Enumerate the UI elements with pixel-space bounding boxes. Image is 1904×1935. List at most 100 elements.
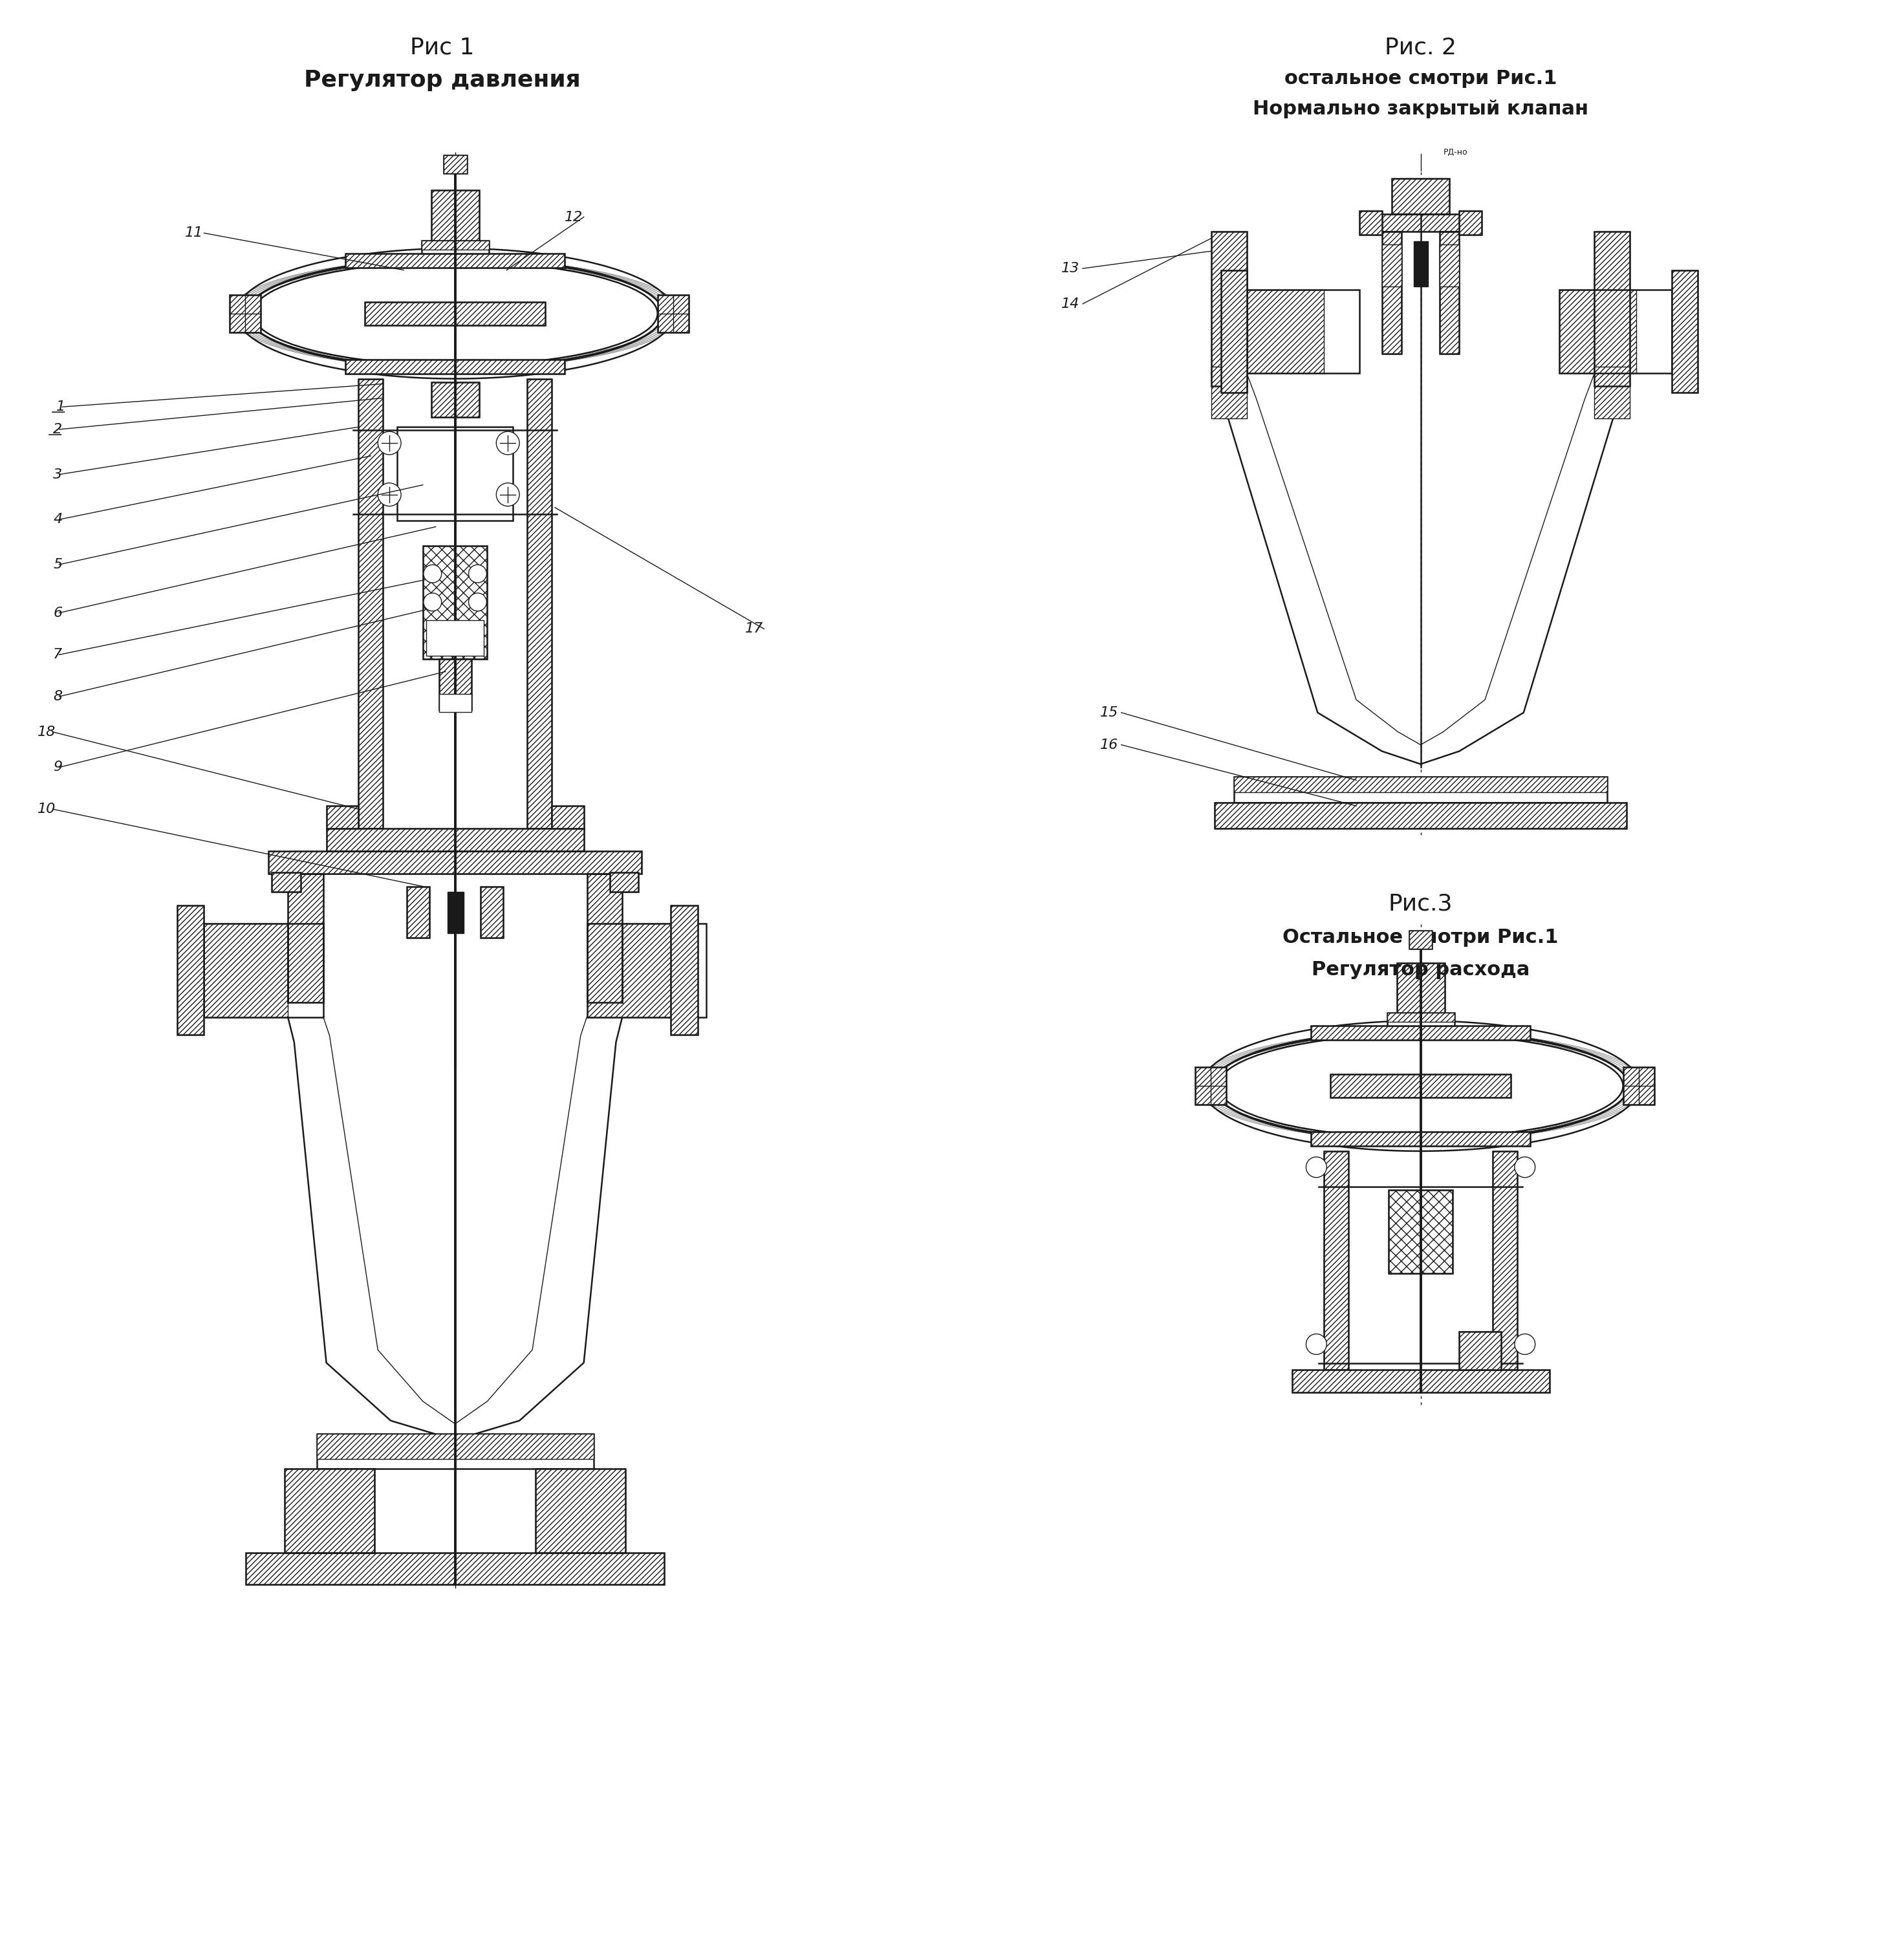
Bar xyxy=(366,302,545,325)
Bar xyxy=(326,807,358,828)
Circle shape xyxy=(423,565,442,582)
Bar xyxy=(1672,271,1696,393)
Bar xyxy=(1220,271,1247,393)
Text: 16: 16 xyxy=(1101,739,1118,751)
Bar xyxy=(1594,232,1630,387)
Bar xyxy=(482,886,503,938)
Bar xyxy=(272,873,301,892)
Bar xyxy=(1458,1331,1500,1370)
Ellipse shape xyxy=(1219,1033,1622,1140)
Bar xyxy=(1312,1026,1531,1039)
Bar xyxy=(670,906,697,1035)
Text: Рис. 2: Рис. 2 xyxy=(1384,37,1457,58)
Text: 11: 11 xyxy=(185,226,204,240)
Bar xyxy=(1323,1151,1348,1370)
Circle shape xyxy=(1306,1333,1327,1354)
Text: 15: 15 xyxy=(1101,706,1118,720)
Bar xyxy=(268,851,642,873)
Circle shape xyxy=(468,565,487,582)
Bar xyxy=(1392,178,1449,213)
Bar xyxy=(316,1434,594,1469)
Bar xyxy=(230,294,261,333)
Circle shape xyxy=(497,484,520,507)
Bar xyxy=(1413,242,1428,286)
Ellipse shape xyxy=(1219,1033,1622,1138)
Bar xyxy=(444,155,466,172)
Bar xyxy=(421,240,489,250)
Bar xyxy=(230,294,261,333)
Bar xyxy=(586,923,670,1018)
Bar xyxy=(177,906,204,1035)
Bar xyxy=(432,190,480,248)
Text: РД-но: РД-но xyxy=(1443,149,1468,157)
Bar xyxy=(316,1434,594,1459)
Bar xyxy=(1398,964,1445,1022)
Bar xyxy=(1359,211,1382,234)
Bar xyxy=(1493,1151,1517,1370)
Bar xyxy=(421,240,489,253)
Bar xyxy=(1196,1068,1226,1105)
Bar xyxy=(552,807,585,828)
Bar xyxy=(432,190,480,248)
Bar xyxy=(347,253,564,267)
Bar xyxy=(1323,1151,1348,1370)
Text: 12: 12 xyxy=(564,211,583,223)
Text: —: — xyxy=(51,406,65,418)
Circle shape xyxy=(1514,1333,1535,1354)
Bar xyxy=(288,873,324,1002)
Bar xyxy=(1388,1014,1455,1022)
Bar xyxy=(358,379,383,828)
Bar xyxy=(326,807,358,828)
Bar xyxy=(1215,803,1626,828)
Bar xyxy=(1624,1068,1655,1105)
Bar xyxy=(204,923,324,1018)
Bar xyxy=(366,302,545,325)
Bar xyxy=(246,1552,664,1585)
Bar xyxy=(326,828,585,851)
Bar xyxy=(1594,232,1630,387)
Bar xyxy=(1672,271,1696,393)
Bar xyxy=(284,1469,375,1552)
Bar xyxy=(659,294,689,333)
Bar xyxy=(246,1552,664,1585)
Bar xyxy=(444,155,466,172)
Bar xyxy=(659,294,689,333)
Bar xyxy=(1247,290,1323,373)
Text: 13: 13 xyxy=(1061,261,1080,275)
Bar xyxy=(398,428,512,521)
Text: Регулятор давления: Регулятор давления xyxy=(305,70,581,91)
Bar xyxy=(1624,1068,1655,1105)
Bar xyxy=(284,1469,375,1552)
Bar xyxy=(535,1469,626,1552)
Bar xyxy=(407,886,428,938)
Bar xyxy=(1363,213,1479,232)
Bar xyxy=(440,695,470,712)
Bar xyxy=(1439,232,1458,354)
Bar xyxy=(535,1469,626,1552)
Text: 14: 14 xyxy=(1061,298,1080,310)
Bar xyxy=(432,381,480,418)
Bar xyxy=(1211,232,1247,387)
Bar xyxy=(1458,211,1481,234)
Text: 5: 5 xyxy=(53,557,63,571)
Bar xyxy=(1382,244,1401,286)
Bar xyxy=(670,906,697,1035)
Text: Регулятор расхода: Регулятор расхода xyxy=(1312,960,1529,979)
Bar xyxy=(1312,1132,1531,1146)
Bar xyxy=(1215,803,1626,828)
Bar xyxy=(1234,778,1607,803)
Bar xyxy=(432,381,480,418)
Bar xyxy=(609,873,638,892)
Bar xyxy=(1409,931,1432,948)
Bar xyxy=(1458,211,1481,234)
Bar xyxy=(586,923,706,1018)
Bar xyxy=(586,873,623,1002)
Text: 17: 17 xyxy=(744,623,764,635)
Bar xyxy=(1559,290,1672,373)
Bar xyxy=(1493,1151,1517,1370)
Bar xyxy=(440,658,470,710)
Bar xyxy=(1234,778,1607,793)
Bar xyxy=(1388,1014,1455,1026)
Bar xyxy=(1312,1132,1531,1146)
Bar xyxy=(272,873,301,892)
